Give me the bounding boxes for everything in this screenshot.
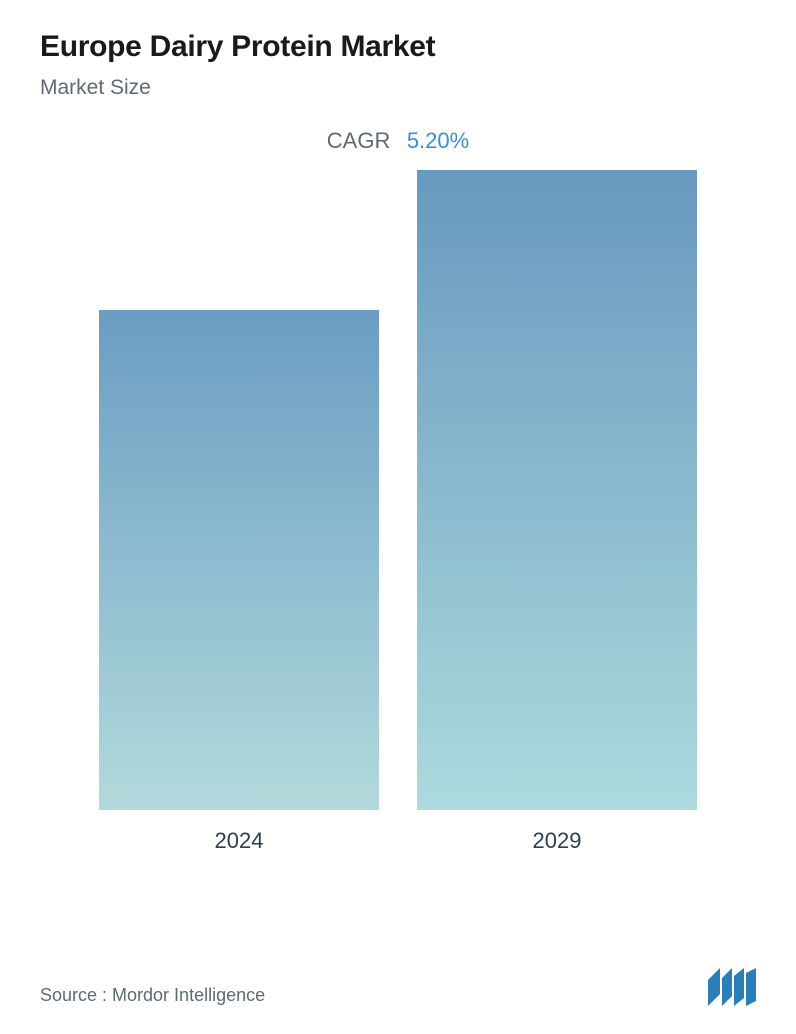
bar-2024	[99, 310, 379, 810]
bar-label-2029: 2029	[533, 828, 582, 854]
chart-container: Europe Dairy Protein Market Market Size …	[0, 0, 796, 1034]
logo-icon	[708, 968, 756, 1006]
footer: Source : Mordor Intelligence	[40, 968, 756, 1006]
subtitle: Market Size	[40, 76, 756, 100]
bar-chart: 2024 2029	[40, 194, 756, 894]
cagr-row: CAGR 5.20%	[40, 128, 756, 154]
bar-group-1: 2029	[417, 170, 697, 854]
bar-label-2024: 2024	[215, 828, 264, 854]
cagr-label: CAGR	[327, 128, 391, 153]
bar-2029	[417, 170, 697, 810]
bar-group-0: 2024	[99, 310, 379, 854]
page-title: Europe Dairy Protein Market	[40, 30, 756, 64]
source-text: Source : Mordor Intelligence	[40, 985, 265, 1006]
cagr-value: 5.20%	[407, 128, 469, 153]
